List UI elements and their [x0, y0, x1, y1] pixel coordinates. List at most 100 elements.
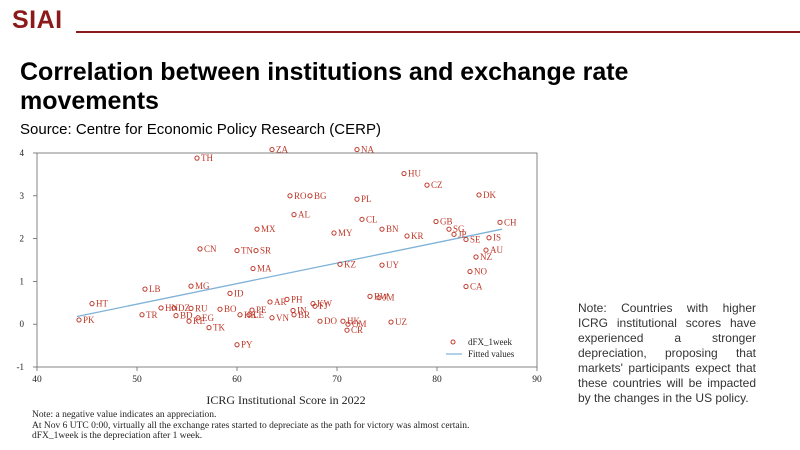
y-tick-label: 3 [20, 191, 25, 201]
x-tick-label: 40 [32, 375, 42, 385]
point-ke [186, 318, 192, 324]
point-ro [287, 193, 293, 199]
point-label-ke: KE [193, 316, 205, 326]
footnote-1: Note: a negative value indicates an appr… [32, 410, 217, 420]
point-label-na: NA [361, 145, 374, 155]
point-label-mg: MG [195, 281, 210, 291]
point-label-au: AU [490, 245, 503, 255]
point-label-hk: HK [347, 316, 360, 326]
point-label-ca: CA [470, 282, 483, 292]
point-label-cn: CN [204, 244, 217, 254]
plot-frame [36, 152, 538, 368]
point-ma [250, 265, 256, 272]
point-label-ar: AR [274, 297, 287, 307]
point-cr [344, 327, 350, 333]
point-jm [376, 295, 382, 301]
point-fj [312, 303, 318, 309]
point-label-do: DO [324, 316, 337, 326]
point-label-th: TH [201, 153, 213, 163]
point-se [463, 236, 469, 243]
x-tick-label: 60 [232, 375, 242, 385]
point-hk [237, 312, 243, 318]
point-label-py: PY [241, 340, 253, 350]
point-mx [254, 226, 260, 232]
point-label-pl: PL [361, 194, 372, 204]
side-note: Note: Countries with higher ICRG institu… [578, 301, 756, 405]
point-label-cz: CZ [431, 180, 443, 190]
point-label-kz: KZ [344, 259, 356, 269]
point-label-ro: RO [294, 191, 307, 201]
point-label-bd: BD [180, 311, 193, 321]
point-in [290, 307, 296, 314]
point-py [234, 342, 240, 348]
chart-axes: -1 0 1 2 3 4 40 50 60 70 80 90 [17, 148, 543, 385]
point-uy [379, 262, 385, 268]
point-label-bw: BW [374, 291, 389, 301]
point-label-ht: HT [96, 299, 108, 309]
point-label-mx: MX [261, 224, 276, 234]
point-nz [473, 254, 479, 260]
point-br [291, 312, 297, 318]
point-label-bn: BN [386, 224, 399, 234]
point-tk [206, 325, 212, 331]
point-dk [476, 192, 482, 198]
x-tick-label: 90 [532, 375, 542, 385]
point-kz [337, 261, 343, 267]
point-bo [217, 306, 223, 312]
point-label-bg: BG [314, 191, 327, 201]
legend-label-fit: Fitted values [468, 349, 515, 359]
point-label-dz: DZ [178, 303, 190, 313]
point-th [194, 155, 200, 161]
point-pl [354, 196, 360, 202]
point-label-ru: RU [195, 303, 208, 313]
y-tick-label: 2 [20, 234, 25, 244]
point-sr [253, 247, 259, 254]
fitted-values-line [76, 228, 503, 318]
point-sg [446, 226, 452, 232]
y-tick-label: 0 [20, 319, 25, 329]
point-pe [249, 307, 255, 313]
point-label-jm: JM [383, 293, 395, 303]
point-label-bo: BO [224, 304, 237, 314]
point-ht [89, 301, 95, 307]
scatter-chart: -1 0 1 2 3 4 40 50 60 70 80 90 ZA NA TH HU CZ DK RO BG PL AL… [17, 145, 543, 407]
point-hu [401, 170, 407, 177]
point-label-dk: DK [483, 190, 496, 200]
y-tick-label: -1 [17, 362, 25, 372]
point-dz [171, 305, 177, 311]
legend-marker-dfx [450, 339, 456, 345]
point-label-za: ZA [276, 145, 288, 155]
footnote-2: At Nov 6 UTC 0:00, virtually all the exc… [32, 420, 470, 431]
point-ar [267, 299, 273, 305]
point-na [354, 146, 360, 153]
point-label-is: IS [493, 233, 501, 243]
point-pk [76, 317, 82, 323]
point-jp [451, 231, 457, 237]
point-ch [497, 219, 503, 225]
point-label-kr: KR [411, 231, 424, 241]
point-mg [188, 283, 194, 289]
point-cl [359, 216, 365, 222]
point-is [486, 235, 492, 241]
point-label-cl: CL [366, 214, 378, 224]
header-rule [76, 31, 800, 33]
point-bn [379, 226, 385, 232]
legend-label-dfx: dFX_1week [468, 337, 512, 347]
point-hn [158, 305, 164, 311]
point-label-nz: NZ [480, 252, 492, 262]
point-uz [388, 319, 394, 325]
point-cz [424, 182, 430, 188]
point-id [227, 290, 233, 296]
x-axis-label: ICRG Institutional Score in 2022 [206, 393, 365, 407]
source-line: Source: Centre for Economic Policy Resea… [20, 121, 381, 138]
point-cn [197, 246, 203, 252]
y-tick-label: 4 [20, 148, 25, 158]
point-label-id: ID [234, 288, 244, 298]
point-label-tk: TK [213, 323, 225, 333]
point-bw [367, 293, 373, 299]
point-kr [404, 233, 410, 239]
point-gb [433, 218, 439, 225]
point-eg [195, 315, 201, 321]
point-tr [139, 312, 145, 318]
point-label-tn: TN [241, 246, 253, 256]
